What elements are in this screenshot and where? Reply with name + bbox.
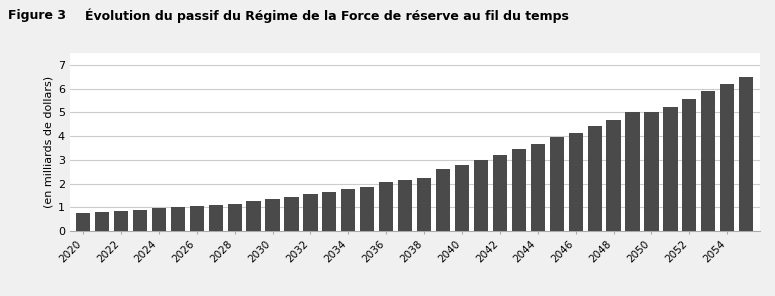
Bar [170, 207, 185, 231]
Bar [436, 169, 450, 231]
Bar [701, 91, 715, 231]
Bar [644, 112, 659, 231]
Bar [625, 112, 639, 231]
Text: Évolution du passif du Régime de la Force de réserve au fil du temps: Évolution du passif du Régime de la Forc… [85, 9, 569, 23]
Bar [114, 211, 128, 231]
Bar [531, 144, 545, 231]
Bar [474, 160, 488, 231]
Bar [493, 155, 507, 231]
Bar [208, 205, 222, 231]
Bar [341, 189, 356, 231]
Bar [739, 77, 753, 231]
Bar [190, 206, 204, 231]
Bar [569, 133, 583, 231]
Y-axis label: (en milliards de dollars): (en milliards de dollars) [43, 76, 53, 208]
Bar [360, 187, 374, 231]
Text: Figure 3: Figure 3 [8, 9, 66, 22]
Bar [95, 212, 109, 231]
Bar [663, 107, 677, 231]
Bar [246, 201, 260, 231]
Bar [322, 192, 336, 231]
Bar [398, 180, 412, 231]
Bar [455, 165, 469, 231]
Bar [228, 204, 242, 231]
Bar [265, 199, 280, 231]
Bar [133, 210, 147, 231]
Bar [720, 84, 735, 231]
Bar [512, 149, 526, 231]
Bar [303, 194, 318, 231]
Bar [284, 197, 298, 231]
Bar [587, 126, 601, 231]
Bar [379, 182, 393, 231]
Bar [549, 137, 564, 231]
Bar [76, 213, 90, 231]
Bar [607, 120, 621, 231]
Bar [152, 208, 166, 231]
Bar [417, 178, 431, 231]
Bar [682, 99, 697, 231]
